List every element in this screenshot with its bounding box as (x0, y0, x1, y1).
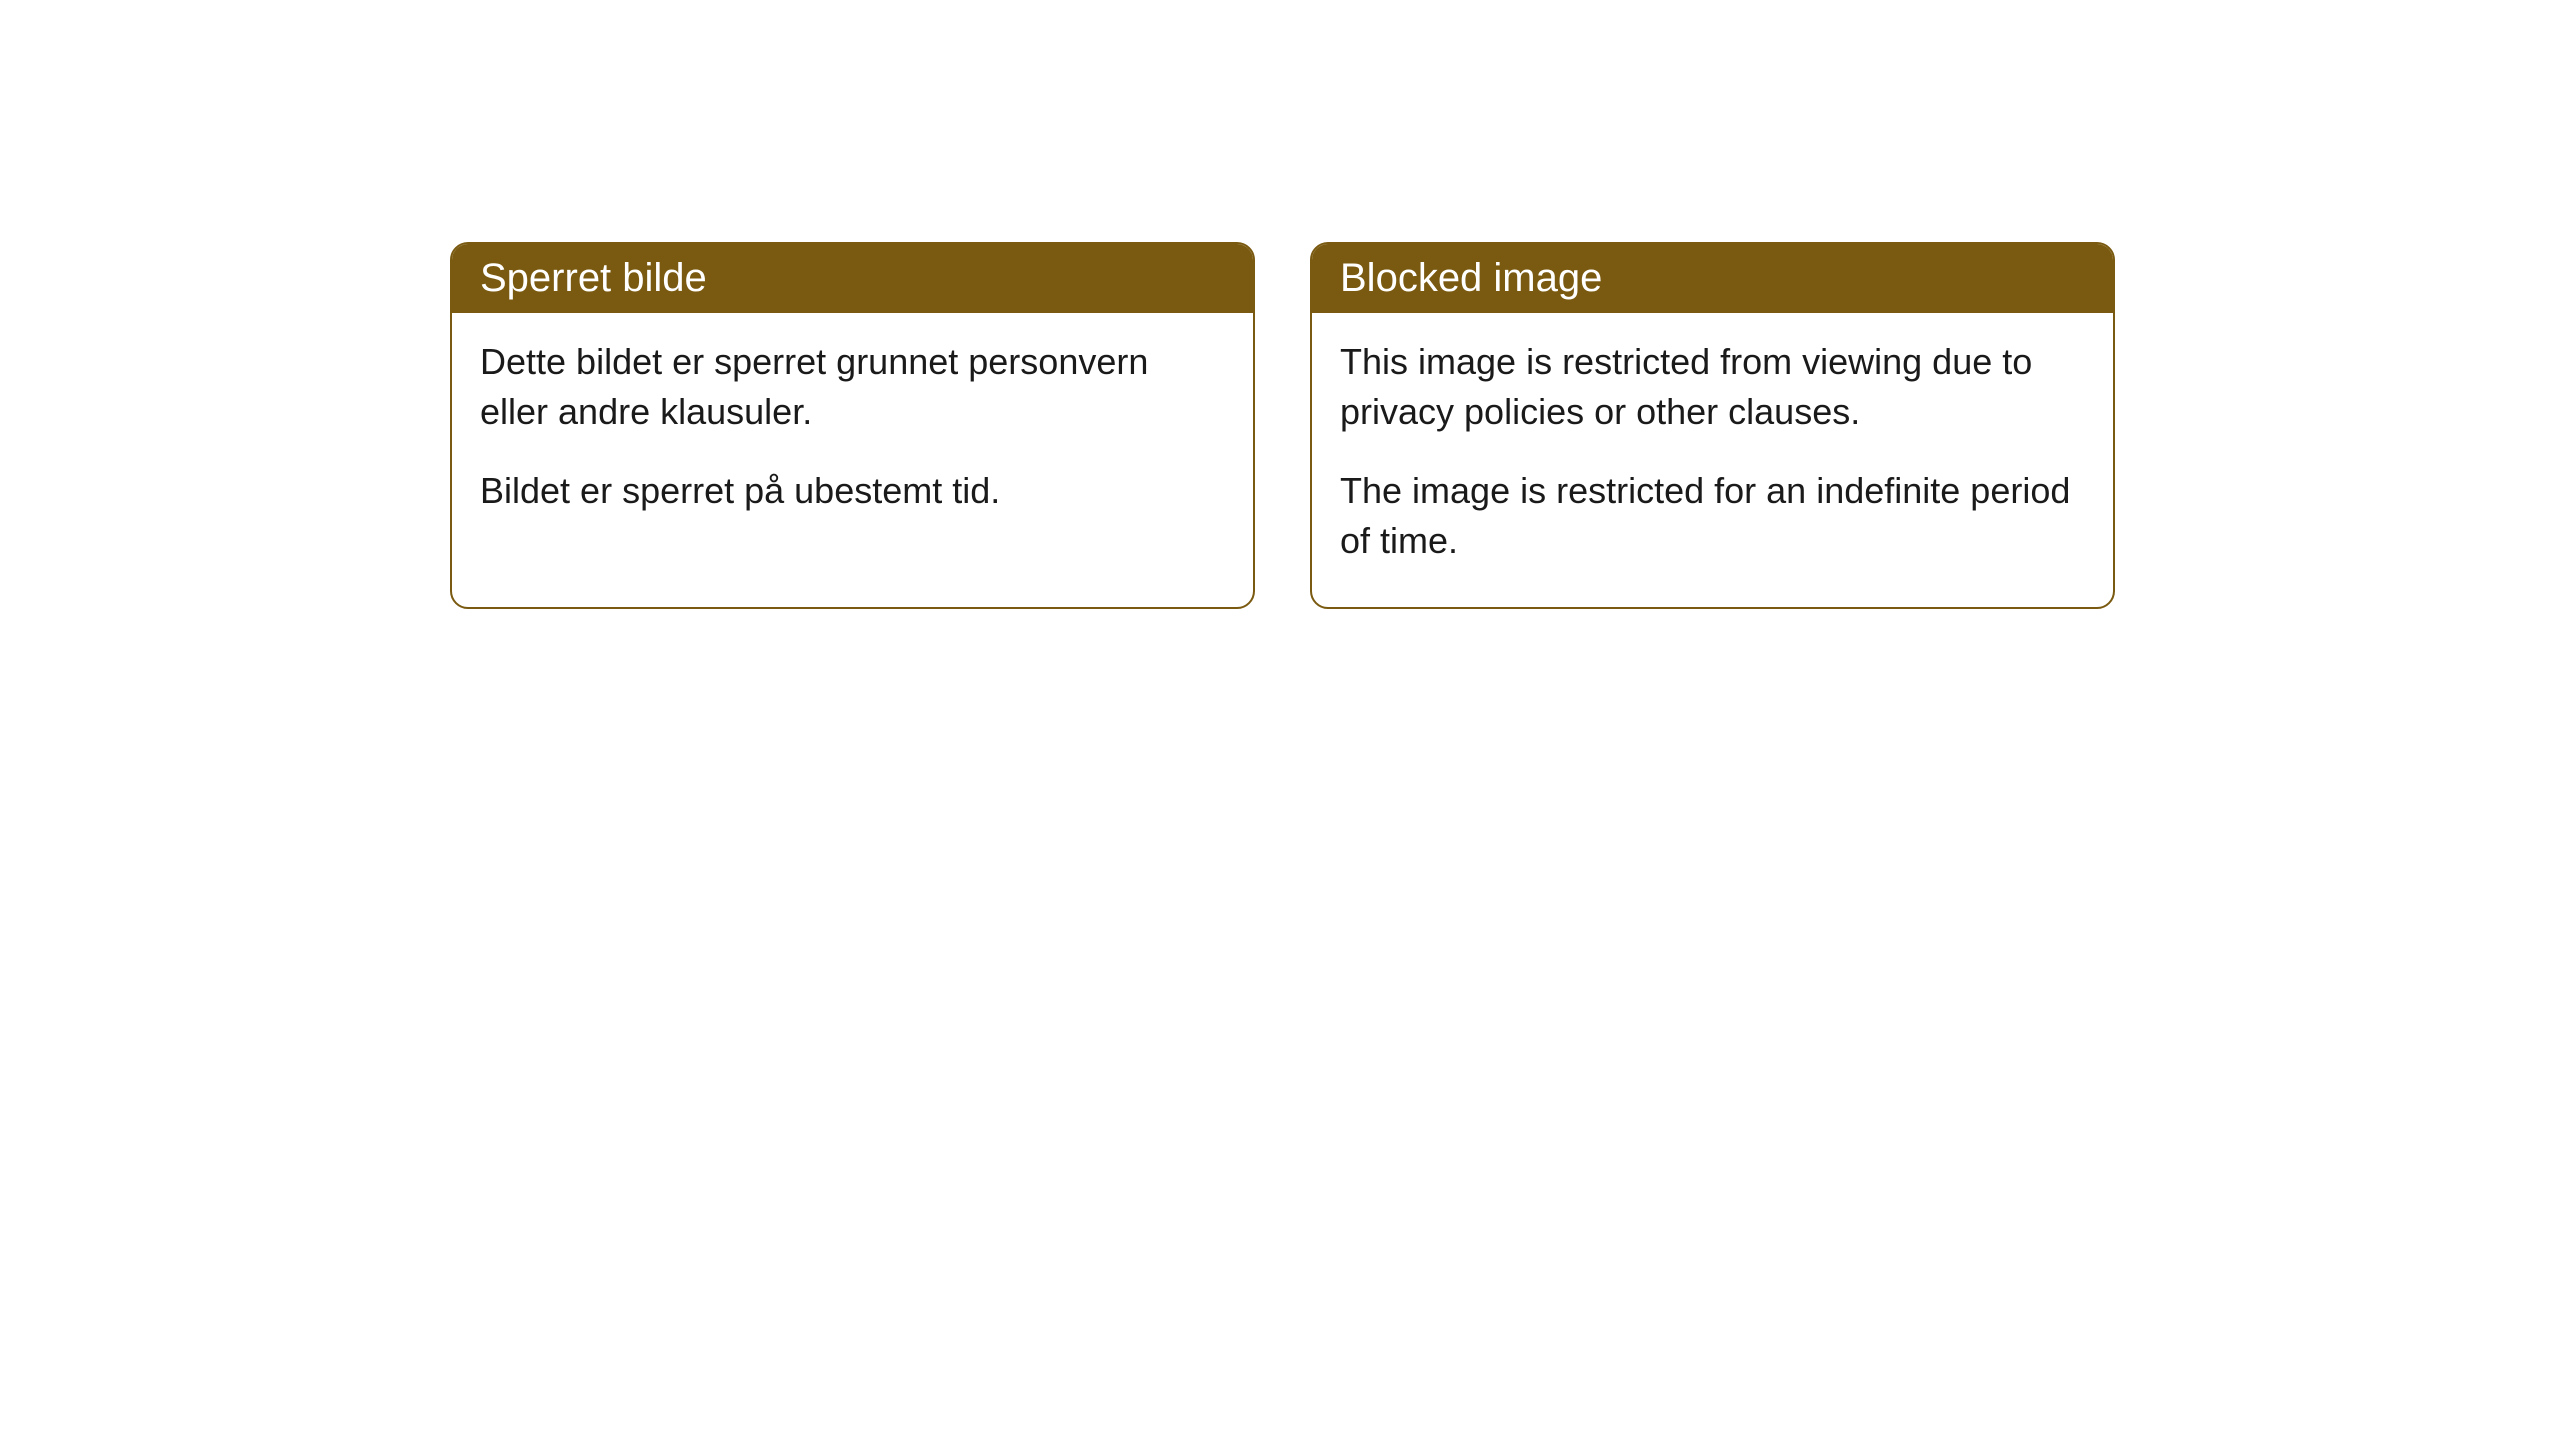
card-body-english: This image is restricted from viewing du… (1312, 313, 2113, 607)
card-header-norwegian: Sperret bilde (452, 244, 1253, 313)
card-body-norwegian: Dette bildet er sperret grunnet personve… (452, 313, 1253, 556)
notice-card-english: Blocked image This image is restricted f… (1310, 242, 2115, 609)
card-paragraph-norwegian-1: Dette bildet er sperret grunnet personve… (480, 337, 1225, 438)
card-title-norwegian: Sperret bilde (480, 256, 707, 300)
card-header-english: Blocked image (1312, 244, 2113, 313)
card-paragraph-english-2: The image is restricted for an indefinit… (1340, 466, 2085, 567)
notice-card-norwegian: Sperret bilde Dette bildet er sperret gr… (450, 242, 1255, 609)
notice-cards-container: Sperret bilde Dette bildet er sperret gr… (450, 242, 2115, 609)
card-paragraph-english-1: This image is restricted from viewing du… (1340, 337, 2085, 438)
card-paragraph-norwegian-2: Bildet er sperret på ubestemt tid. (480, 466, 1225, 516)
card-title-english: Blocked image (1340, 256, 1602, 300)
